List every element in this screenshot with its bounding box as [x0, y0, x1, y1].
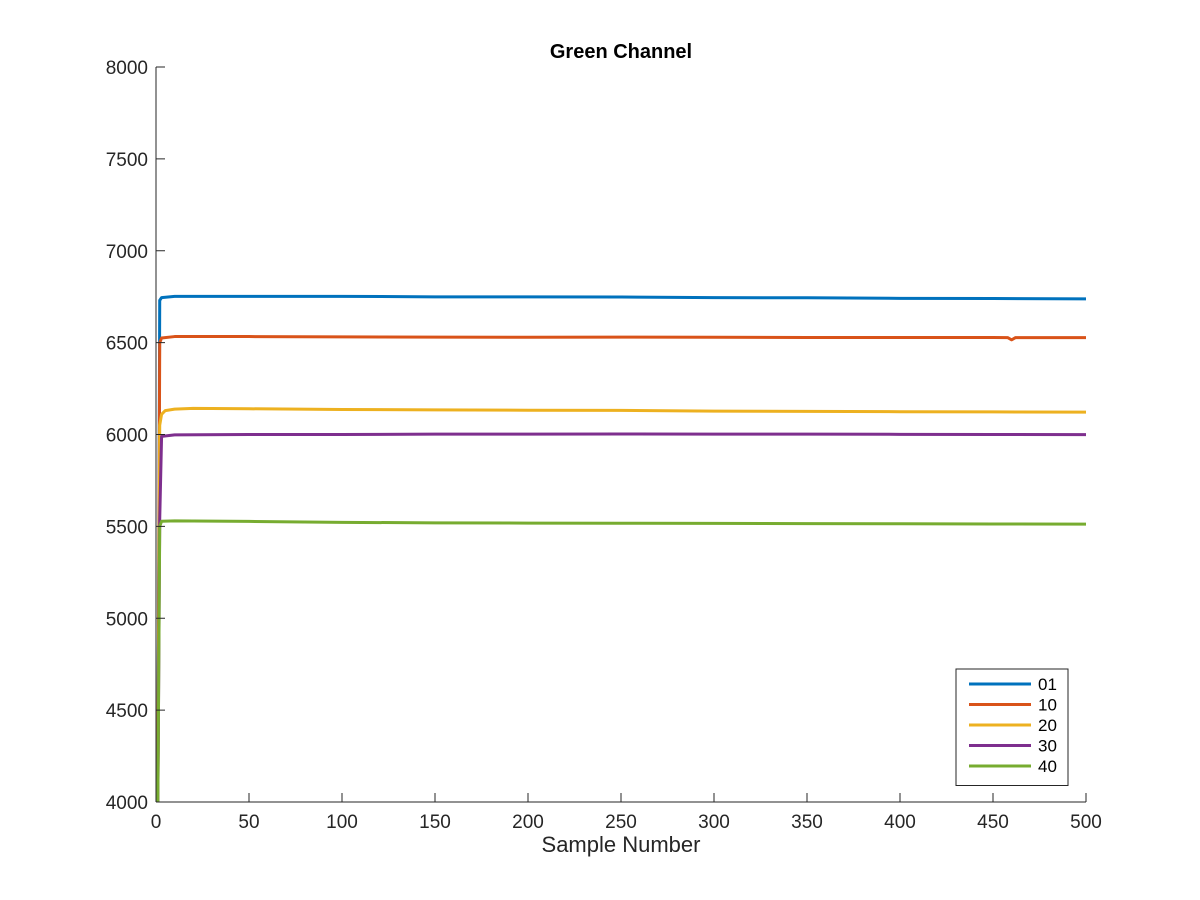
series-line-30: [156, 432, 1087, 803]
y-tick-label: 4000: [106, 793, 148, 814]
legend-label-01: 01: [1038, 675, 1057, 694]
y-tick-label: 4500: [106, 701, 148, 722]
chart-title: Green Channel: [550, 41, 692, 63]
x-tick-label: 400: [884, 812, 916, 833]
y-tick-label: 7500: [106, 150, 148, 171]
y-tick-label: 7000: [106, 242, 148, 263]
x-tick-label: 200: [512, 812, 544, 833]
y-tick-label: 6000: [106, 426, 148, 447]
y-tick-label: 8000: [106, 58, 148, 79]
x-tick-label: 450: [977, 812, 1009, 833]
series-line-01: [156, 294, 1087, 803]
y-tick-label: 6500: [106, 334, 148, 355]
legend-label-20: 20: [1038, 716, 1057, 735]
series-line-40: [156, 519, 1087, 803]
x-tick-label: 100: [326, 812, 358, 833]
x-tick-label: 250: [605, 812, 637, 833]
series-line-10: [156, 335, 1086, 803]
x-tick-label: 0: [151, 812, 162, 833]
legend-label-40: 40: [1038, 757, 1057, 776]
x-tick-label: 500: [1070, 812, 1102, 833]
plot-lines: [156, 294, 1087, 803]
legend-label-10: 10: [1038, 696, 1057, 715]
x-axis-ticks: 0 50 100 150 200 250 300 350 400 450 500: [151, 793, 1102, 833]
series-line-20: [156, 406, 1087, 803]
y-tick-label: 5000: [106, 609, 148, 630]
x-axis-label: Sample Number: [542, 832, 701, 857]
legend-label-30: 30: [1038, 737, 1057, 756]
x-tick-label: 350: [791, 812, 823, 833]
x-tick-label: 50: [238, 812, 259, 833]
y-tick-label: 5500: [106, 517, 148, 538]
x-tick-label: 300: [698, 812, 730, 833]
x-tick-label: 150: [419, 812, 451, 833]
y-axis-ticks: 4000 4500 5000 5500 6000 6500 7000 7500 8000: [106, 58, 165, 814]
